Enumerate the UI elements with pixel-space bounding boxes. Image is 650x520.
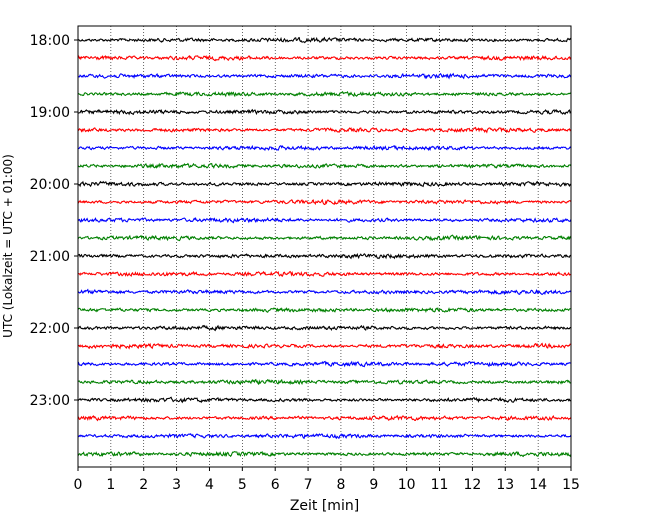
plot-frame	[77, 25, 572, 468]
trace-line	[77, 198, 572, 206]
trace-line	[77, 108, 572, 116]
trace-line	[77, 144, 572, 152]
x-tick-label: 14	[529, 477, 547, 493]
x-tick-label: 11	[431, 477, 449, 493]
y-tick-label: 21:00	[30, 249, 70, 265]
x-tick-label: 12	[463, 477, 481, 493]
y-tick-label: 19:00	[30, 105, 70, 121]
x-tick-label: 5	[238, 477, 247, 493]
x-tick-label: 9	[369, 477, 378, 493]
trace-line	[77, 432, 572, 440]
trace-line	[77, 396, 572, 404]
x-tick-label: 7	[304, 477, 313, 493]
trace-line	[77, 180, 572, 188]
trace-line	[77, 450, 572, 458]
trace-line	[77, 126, 572, 134]
x-axis-ticks: 0 1 2 3 4 5 6 7 8 9 10 11 12 13 14 15	[74, 467, 580, 493]
trace-line	[77, 252, 572, 260]
x-tick-label: 8	[336, 477, 345, 493]
trace-line	[77, 270, 572, 278]
trace-line	[77, 54, 572, 62]
x-axis-title: Zeit [min]	[290, 498, 359, 514]
x-tick-label: 6	[271, 477, 280, 493]
y-axis-ticks: 18:00 19:00 20:00 21:00 22:00 23:00	[30, 33, 78, 409]
trace-line	[77, 234, 572, 242]
y-tick-label: 23:00	[30, 393, 70, 409]
trace-line	[77, 414, 572, 422]
trace-line	[77, 288, 572, 296]
x-tick-label: 10	[398, 477, 416, 493]
trace-line	[77, 307, 571, 313]
grid-lines	[110, 26, 539, 467]
x-tick-label: 4	[205, 477, 214, 493]
trace-line	[77, 72, 572, 80]
x-tick-label: 0	[74, 477, 83, 493]
seismogram-traces	[77, 36, 572, 458]
trace-line	[77, 36, 572, 44]
y-tick-label: 22:00	[30, 321, 70, 337]
y-tick-label: 20:00	[30, 177, 70, 193]
x-tick-label: 15	[562, 477, 580, 493]
x-tick-label: 1	[106, 477, 115, 493]
trace-line	[77, 342, 571, 350]
trace-line	[77, 90, 572, 98]
trace-line	[77, 162, 572, 170]
y-axis-title: UTC (Lokalzeit = UTC + 01:00)	[1, 154, 15, 338]
x-tick-label: 3	[172, 477, 181, 493]
trace-line	[77, 216, 572, 224]
trace-line	[77, 378, 572, 386]
trace-line	[77, 360, 571, 368]
x-tick-label: 2	[139, 477, 148, 493]
y-tick-label: 18:00	[30, 33, 70, 49]
x-tick-label: 13	[496, 477, 514, 493]
trace-line	[77, 324, 571, 332]
